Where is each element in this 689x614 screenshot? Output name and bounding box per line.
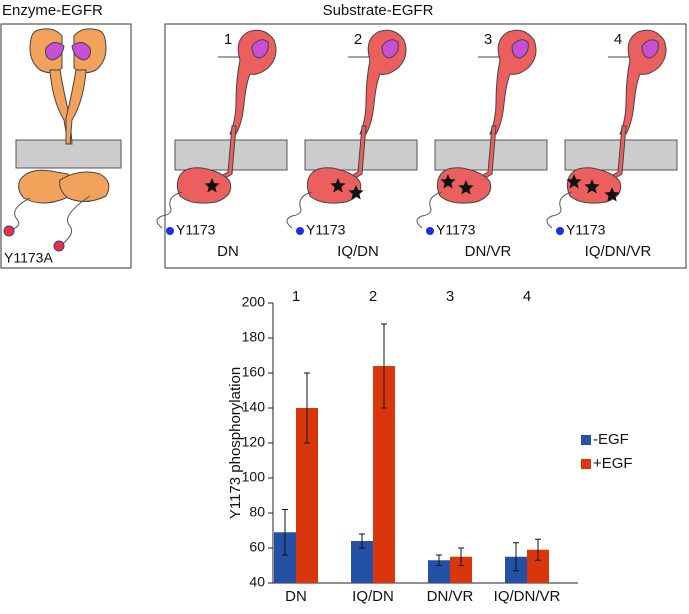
- mutant-label: DN: [217, 243, 239, 260]
- kinase: [176, 167, 232, 204]
- enzyme-title: Enzyme-EGFR: [2, 2, 103, 19]
- substrate-diagram: 4 Y1173 IQ/DN/VR: [546, 29, 678, 260]
- tail: [156, 191, 183, 229]
- error-bar: [381, 323, 387, 409]
- legend-swatch: [581, 459, 591, 469]
- enzyme-diagram: [3, 28, 122, 252]
- bar: [450, 556, 472, 583]
- category-number: 1: [292, 288, 300, 305]
- y-axis-label: Y1173 phosphorylation: [227, 367, 244, 519]
- bar: [296, 408, 318, 583]
- y-tick-label: 180: [242, 329, 266, 345]
- error-bar: [282, 509, 288, 556]
- tail: [546, 191, 573, 229]
- mutation-star: [604, 187, 620, 202]
- x-tick-label: DN/VR: [427, 588, 474, 605]
- x-tick-label: DN: [285, 588, 307, 605]
- bar: [373, 366, 395, 583]
- panel-number: 2: [354, 31, 362, 48]
- y-tick-label: 80: [249, 504, 265, 520]
- site-label: Y1173: [566, 222, 606, 238]
- tail: [416, 191, 443, 229]
- site-dot: [556, 227, 564, 235]
- category-number: 4: [523, 288, 531, 305]
- error-bar: [436, 554, 442, 566]
- legend-label: -EGF: [593, 431, 629, 448]
- bar: [527, 549, 549, 583]
- ligand-domain: [641, 39, 659, 59]
- receptor-head: [489, 29, 537, 135]
- mutant-label: IQ/DN/VR: [585, 243, 652, 260]
- site-label: Y1173: [306, 222, 346, 238]
- mutation-star: [458, 180, 474, 195]
- ligand-domain: [251, 39, 269, 59]
- bar: [274, 532, 296, 583]
- ligand-domain: [511, 39, 529, 59]
- error-bar: [359, 533, 365, 549]
- mutant-label: IQ/DN: [337, 243, 379, 260]
- y-tick-label: 40: [249, 574, 265, 590]
- ligand-domain: [381, 39, 399, 59]
- legend-label: +EGF: [593, 455, 633, 472]
- mutation-star: [440, 174, 456, 189]
- y-tick-label: 140: [242, 399, 266, 415]
- error-bar: [513, 542, 519, 572]
- site-dot: [166, 227, 174, 235]
- site-label: Y1173: [436, 222, 476, 238]
- mutation-star: [330, 178, 346, 193]
- mutant-label: DN/VR: [465, 243, 512, 260]
- y-tick-label: 60: [249, 539, 265, 555]
- panel-number: 3: [484, 31, 492, 48]
- error-bar: [458, 547, 464, 566]
- bar: [428, 560, 450, 583]
- y-tick-label: 200: [242, 294, 266, 310]
- category-number: 3: [446, 288, 454, 305]
- enzyme-box: [0, 23, 132, 269]
- y-tick-label: 100: [242, 469, 266, 485]
- mutation-star: [348, 185, 364, 200]
- substrate-diagram: 2 Y1173 IQ/DN: [286, 29, 418, 260]
- category-number: 2: [369, 288, 377, 305]
- error-bar: [535, 538, 541, 561]
- site-dot: [296, 227, 304, 235]
- mutation-star: [566, 174, 582, 189]
- mutation-star: [584, 179, 600, 194]
- tail: [286, 191, 313, 229]
- panel-number: 4: [614, 31, 622, 48]
- substrate-diagram: 3 Y1173 DN/VR: [416, 29, 548, 260]
- mutation-star: [204, 178, 220, 193]
- substrate-title: Substrate-EGFR: [323, 2, 434, 19]
- site-dot: [426, 227, 434, 235]
- y-tick-label: 120: [242, 434, 266, 450]
- y-tick-label: 160: [242, 364, 266, 380]
- x-tick-label: IQ/DN: [352, 588, 394, 605]
- panel-number: 1: [224, 31, 232, 48]
- error-bar: [304, 372, 310, 444]
- receptor-head: [229, 29, 277, 135]
- receptor-head: [359, 29, 407, 135]
- x-tick-label: IQ/DN/VR: [494, 588, 561, 605]
- legend-swatch: [581, 435, 591, 445]
- substrate-box: [164, 23, 687, 269]
- site-label: Y1173: [176, 222, 216, 238]
- enzyme-label: Y1173A: [4, 250, 53, 266]
- bar: [351, 541, 373, 583]
- receptor-head: [619, 29, 667, 135]
